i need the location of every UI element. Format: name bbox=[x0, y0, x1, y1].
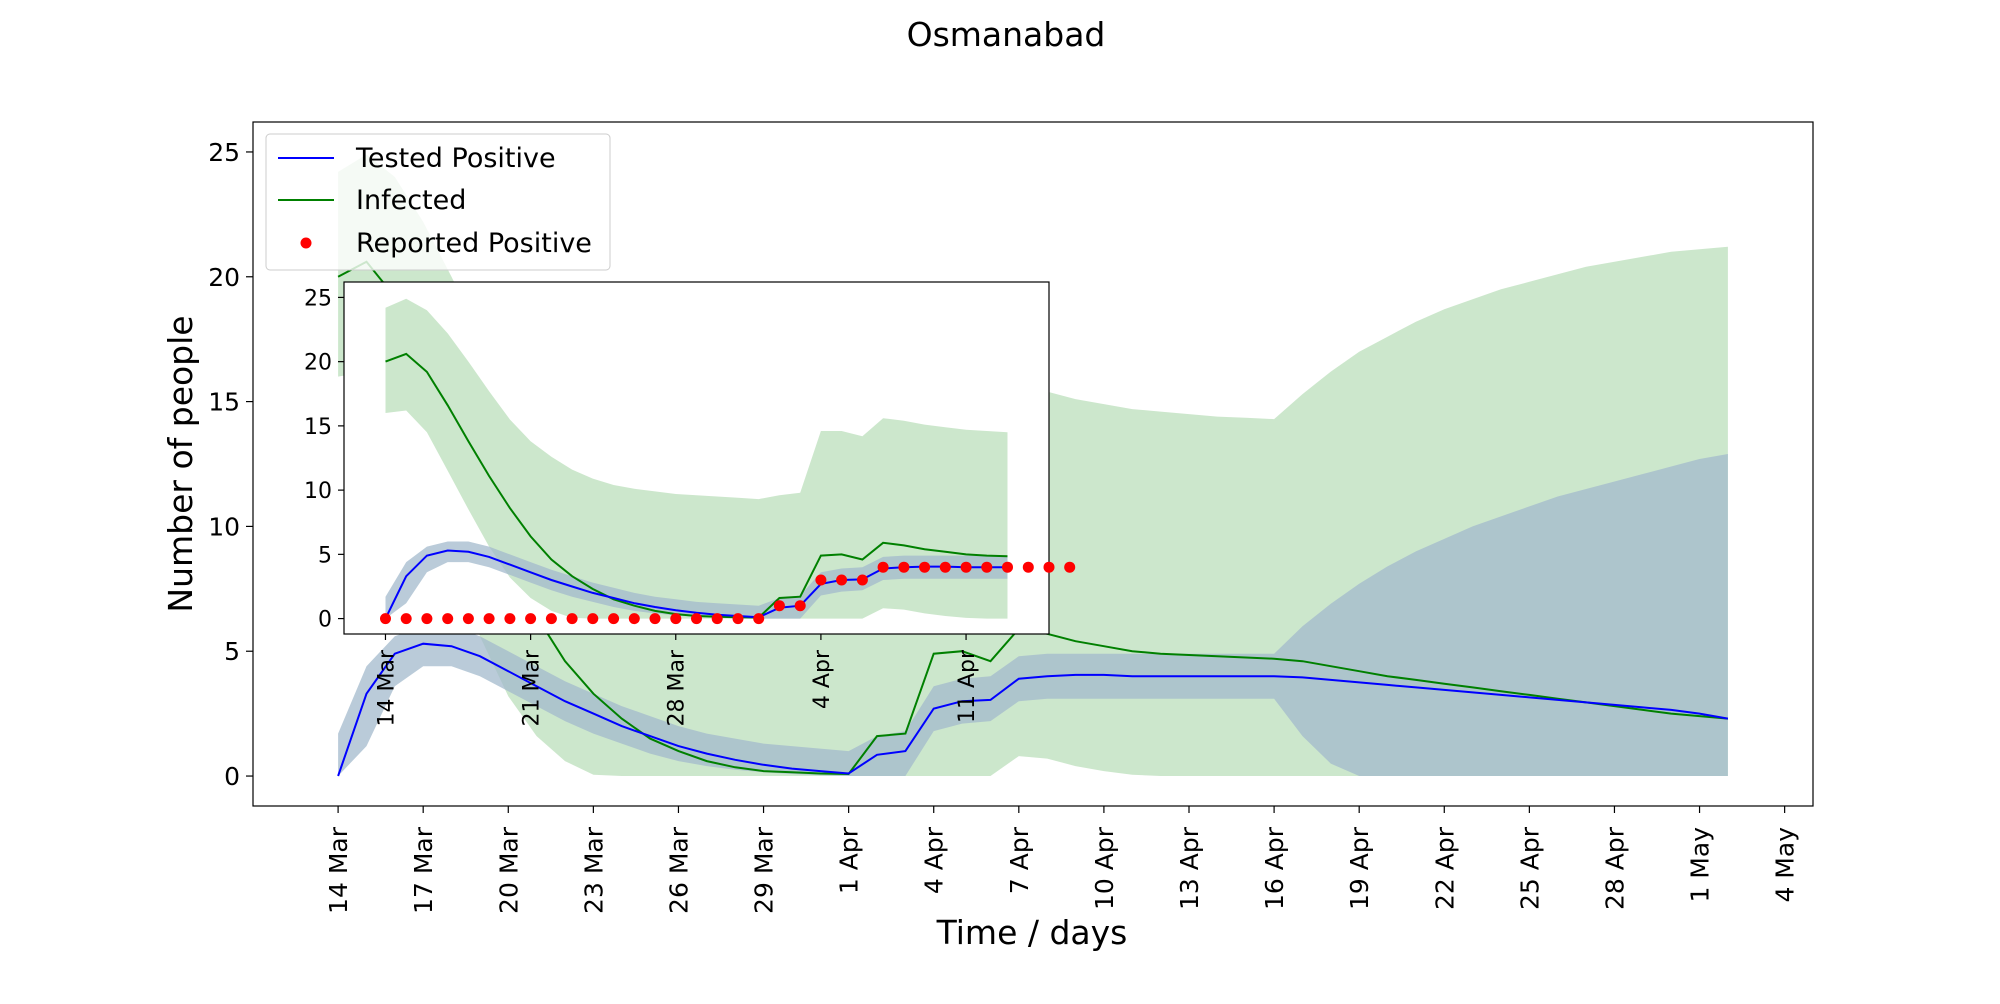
inset-x-tick-label: 4 Apr bbox=[810, 649, 835, 709]
main-y-tick-label: 20 bbox=[208, 263, 240, 292]
inset-point-reported-positive bbox=[400, 613, 412, 625]
inset-point-reported-positive bbox=[525, 613, 537, 625]
main-x-tick-label: 7 Apr bbox=[1005, 826, 1034, 894]
main-y-tick-label: 10 bbox=[208, 512, 240, 541]
legend-item-reported-positive: Reported Positive bbox=[300, 228, 592, 259]
inset-point-reported-positive bbox=[670, 613, 682, 625]
inset-point-reported-positive bbox=[587, 613, 599, 625]
main-y-tick-label: 5 bbox=[224, 637, 240, 666]
legend-item-infected: Infected bbox=[278, 185, 466, 216]
inset-y-tick-label: 5 bbox=[318, 543, 332, 568]
inset-band-tested-positive bbox=[385, 541, 1008, 619]
inset-point-reported-positive bbox=[421, 613, 433, 625]
main-x-tick-label: 4 May bbox=[1771, 827, 1800, 903]
inset-x-tick-label: 21 Mar bbox=[520, 649, 545, 726]
inset-point-reported-positive bbox=[649, 613, 661, 625]
main-y-tick-label: 25 bbox=[208, 138, 240, 167]
legend-label-tested-positive: Tested Positive bbox=[355, 143, 556, 174]
inset-point-reported-positive bbox=[545, 613, 557, 625]
inset-point-reported-positive bbox=[794, 600, 806, 612]
inset-point-reported-positive bbox=[773, 600, 785, 612]
inset-point-reported-positive bbox=[380, 613, 391, 625]
main-line-tested-positive bbox=[337, 642, 1729, 777]
inset-y-tick-label: 15 bbox=[304, 415, 332, 440]
inset-point-reported-positive bbox=[732, 613, 744, 625]
legend-label-reported-positive: Reported Positive bbox=[356, 228, 592, 259]
inset-plot-area: 0 5 10 15 20 25 14 Mar 21 Mar 28 Mar 4 Apr 11 Apr bbox=[304, 281, 1076, 727]
inset-point-reported-positive bbox=[981, 561, 993, 573]
inset-point-reported-positive bbox=[442, 613, 454, 625]
inset-point-reported-positive bbox=[628, 613, 640, 625]
main-x-tick-label: 28 Apr bbox=[1601, 826, 1630, 910]
main-x-tick-label: 16 Apr bbox=[1260, 826, 1289, 910]
main-x-axis: 14 Mar 17 Mar 20 Mar 23 Mar 26 Mar 29 Mar 1 Ap… bbox=[324, 806, 1800, 914]
main-x-tick-label: 1 Apr bbox=[835, 826, 864, 894]
inset-confidence-bands bbox=[385, 298, 1008, 619]
main-x-tick-label: 29 Mar bbox=[750, 826, 779, 914]
main-band-tested-positive bbox=[338, 454, 1728, 776]
chart-title: Osmanabad bbox=[907, 15, 1106, 54]
inset-reported-points bbox=[380, 561, 1076, 625]
inset-y-axis: 0 5 10 15 20 25 bbox=[304, 286, 344, 633]
main-x-tick-label: 1 May bbox=[1686, 827, 1715, 903]
inset-x-tick-label: 11 Apr bbox=[955, 649, 980, 723]
inset-point-reported-positive bbox=[711, 613, 723, 625]
inset-point-reported-positive bbox=[960, 561, 972, 573]
inset-point-reported-positive bbox=[1064, 561, 1076, 573]
inset-point-reported-positive bbox=[608, 613, 620, 625]
inset-y-tick-label: 20 bbox=[304, 351, 332, 376]
inset-point-reported-positive bbox=[462, 613, 474, 625]
main-x-tick-label: 23 Mar bbox=[579, 826, 608, 914]
inset-x-tick-label: 14 Mar bbox=[374, 649, 399, 726]
inset-band-infected bbox=[385, 298, 1008, 619]
main-x-tick-label: 14 Mar bbox=[324, 826, 353, 914]
inset-x-tick-label: 28 Mar bbox=[665, 649, 690, 726]
inset-point-reported-positive bbox=[898, 561, 910, 573]
inset-point-reported-positive bbox=[1002, 561, 1013, 573]
inset-point-reported-positive bbox=[919, 561, 931, 573]
inset-y-tick-label: 0 bbox=[318, 608, 332, 633]
inset-point-reported-positive bbox=[815, 574, 827, 586]
legend-dot-reported-positive bbox=[300, 237, 312, 249]
main-x-tick-label: 25 Apr bbox=[1515, 826, 1544, 910]
inset-point-reported-positive bbox=[753, 613, 765, 625]
inset-point-reported-positive bbox=[566, 613, 578, 625]
legend-label-infected: Infected bbox=[356, 185, 466, 216]
main-x-tick-label: 22 Apr bbox=[1430, 826, 1459, 910]
y-axis-label: Number of people bbox=[161, 315, 200, 612]
inset-point-reported-positive bbox=[877, 561, 889, 573]
main-y-tick-label: 0 bbox=[224, 762, 240, 791]
inset-point-reported-positive bbox=[836, 574, 848, 586]
legend-item-tested-positive: Tested Positive bbox=[278, 143, 556, 174]
inset-point-reported-positive bbox=[483, 613, 495, 625]
inset-x-axis: 14 Mar 21 Mar 28 Mar 4 Apr 11 Apr bbox=[374, 634, 980, 727]
main-x-tick-label: 26 Mar bbox=[665, 826, 694, 914]
main-x-tick-label: 17 Mar bbox=[409, 826, 438, 914]
inset-point-reported-positive bbox=[504, 613, 516, 625]
inset-point-reported-positive bbox=[856, 574, 868, 586]
legend: Tested Positive Infected Reported Positi… bbox=[265, 133, 611, 271]
inset-point-reported-positive bbox=[691, 613, 702, 625]
inset-point-reported-positive bbox=[939, 561, 951, 573]
main-x-tick-label: 19 Apr bbox=[1345, 826, 1374, 910]
x-axis-label: Time / days bbox=[936, 913, 1128, 952]
inset-y-tick-label: 10 bbox=[304, 479, 332, 504]
main-x-tick-label: 10 Apr bbox=[1090, 826, 1119, 910]
main-x-tick-label: 4 Apr bbox=[920, 826, 949, 894]
main-y-axis: 0 5 10 15 20 25 bbox=[208, 138, 253, 791]
legend-box bbox=[265, 133, 611, 271]
main-x-tick-label: 13 Apr bbox=[1175, 826, 1204, 910]
main-y-tick-label: 15 bbox=[208, 388, 240, 417]
inset-point-reported-positive bbox=[1022, 561, 1034, 573]
inset-point-reported-positive bbox=[1043, 561, 1055, 573]
inset-y-tick-label: 25 bbox=[304, 286, 332, 311]
main-x-tick-label: 20 Mar bbox=[494, 826, 523, 914]
